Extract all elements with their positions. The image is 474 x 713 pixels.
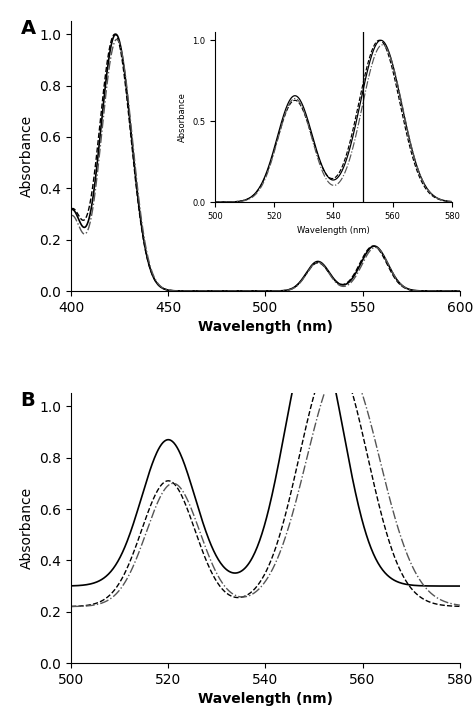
X-axis label: Wavelength (nm): Wavelength (nm) bbox=[198, 320, 333, 334]
Y-axis label: Absorbance: Absorbance bbox=[20, 487, 34, 570]
X-axis label: Wavelength (nm): Wavelength (nm) bbox=[198, 692, 333, 707]
Text: B: B bbox=[20, 391, 36, 410]
Text: A: A bbox=[20, 19, 36, 38]
Y-axis label: Absorbance: Absorbance bbox=[20, 115, 34, 198]
